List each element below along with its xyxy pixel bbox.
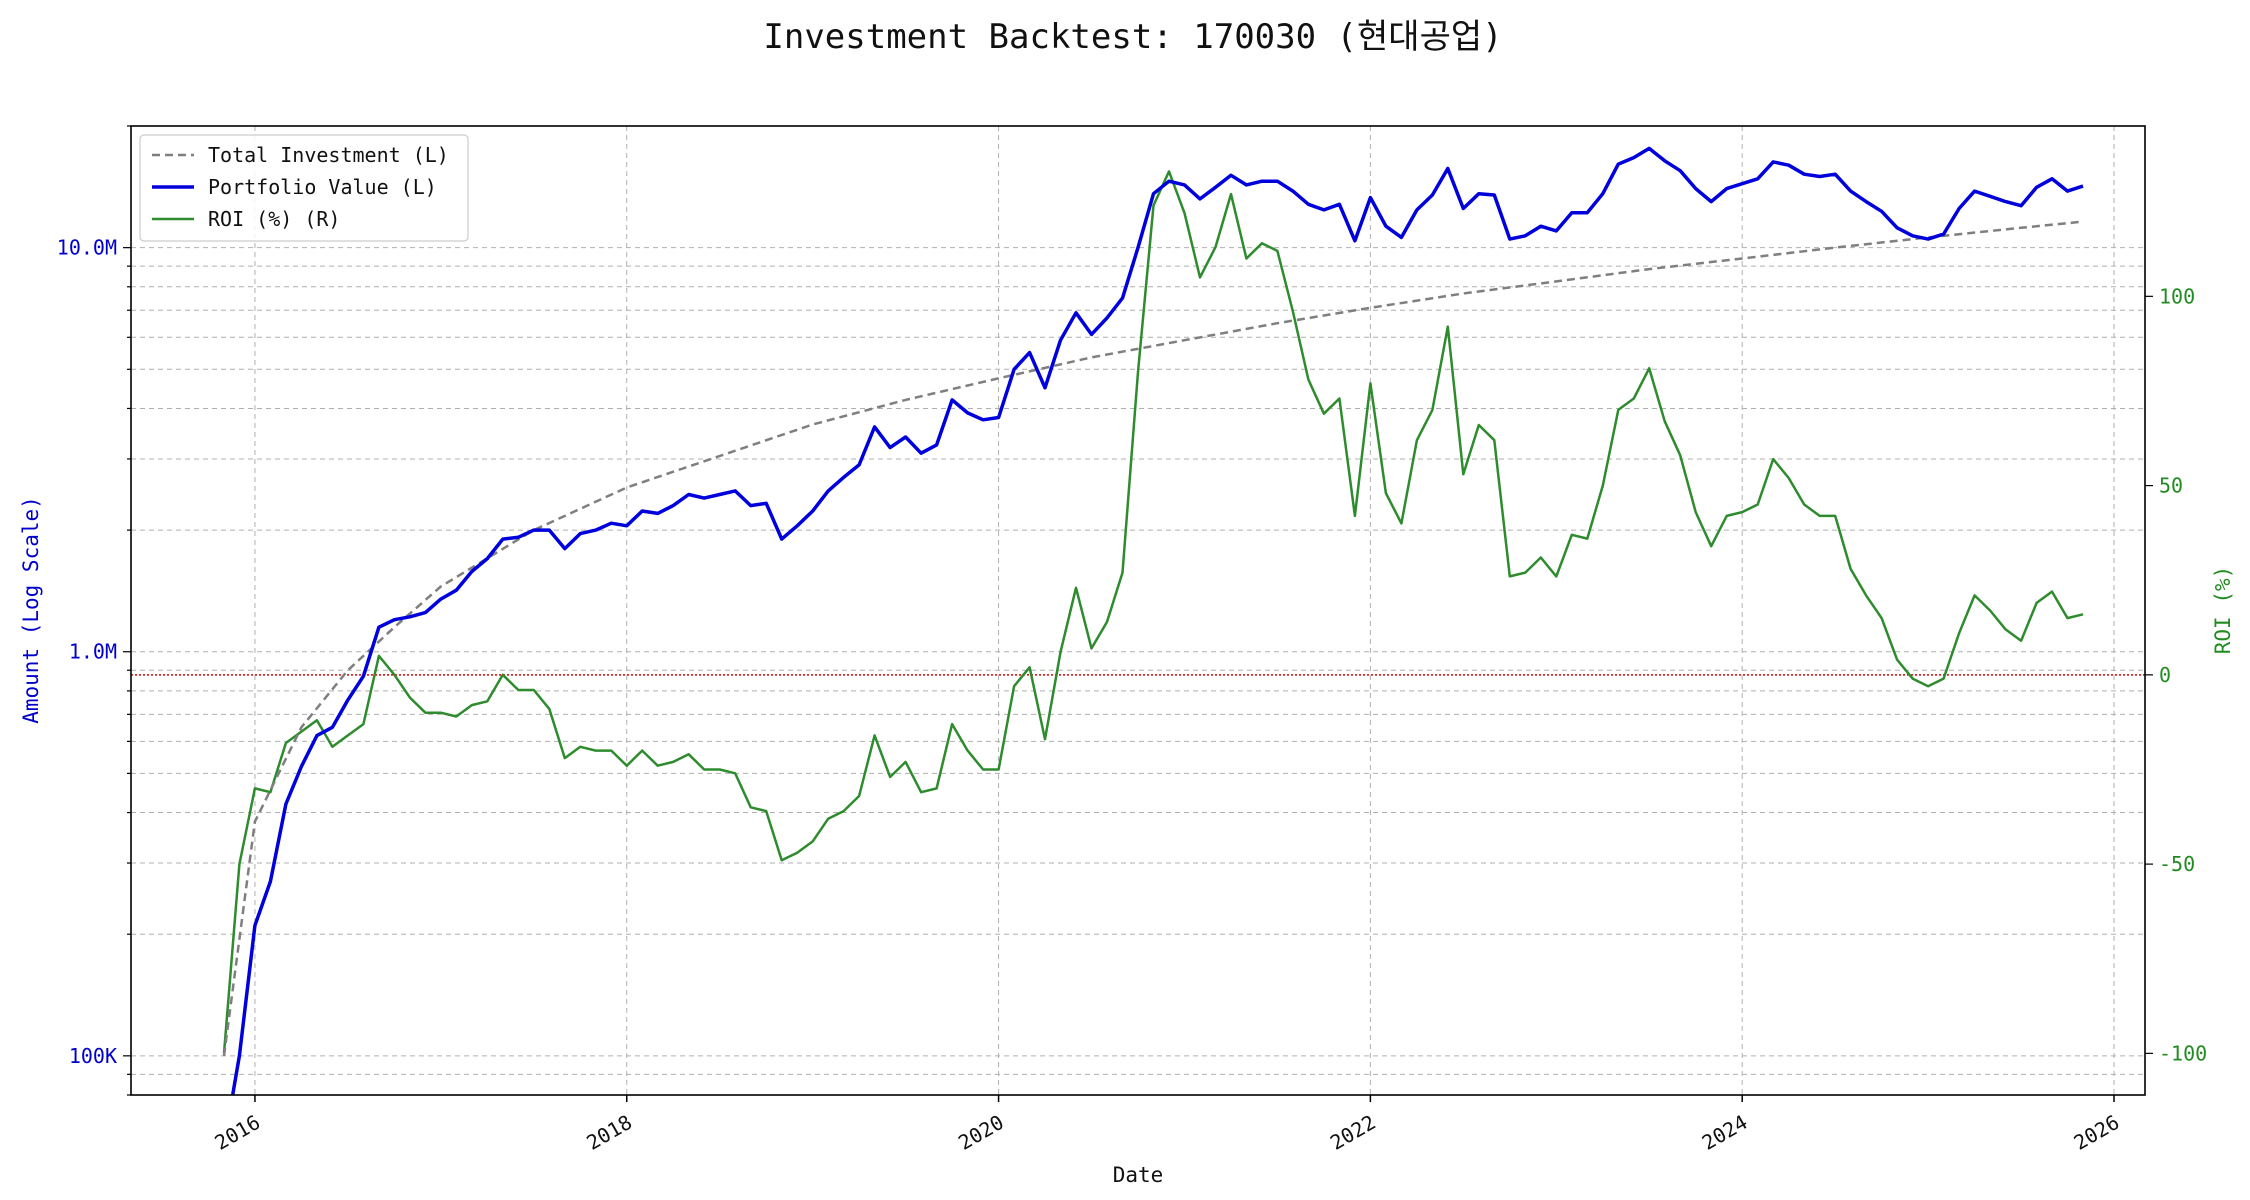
- legend-label-portfolio: Portfolio Value (L): [208, 175, 437, 199]
- x-axis-label: Date: [1113, 1163, 1164, 1187]
- y-right-tick-label: 100: [2159, 284, 2195, 308]
- y-left-tick-label: 1.0M: [69, 640, 117, 664]
- legend-label-roi: ROI (%) (R): [208, 207, 340, 231]
- y-left-tick-label: 10.0M: [57, 236, 117, 260]
- series-layer: [222, 146, 2084, 1095]
- y-left-tick-label: 100K: [69, 1044, 117, 1068]
- y-axis-left-label: Amount (Log Scale): [19, 496, 43, 724]
- series-line-roi: [222, 170, 2084, 1054]
- y-axis-right-label: ROI (%): [2211, 566, 2235, 655]
- legend-label-investment: Total Investment (L): [208, 143, 449, 167]
- y-right-tick-label: 50: [2159, 474, 2183, 498]
- legend-box: [139, 134, 469, 242]
- y-right-tick-label: -100: [2159, 1041, 2207, 1065]
- y-right-tick-label: -50: [2159, 852, 2195, 876]
- chart-title: Investment Backtest: 170030 (현대공업): [763, 17, 1502, 57]
- series-line-portfolio-value: [230, 146, 2084, 1095]
- legend: Total Investment (L) Portfolio Value (L)…: [139, 134, 469, 242]
- plot-frame: [130, 125, 2146, 1096]
- series-line-total-investment: [222, 220, 2084, 1056]
- y-right-tick-label: 0: [2159, 663, 2171, 687]
